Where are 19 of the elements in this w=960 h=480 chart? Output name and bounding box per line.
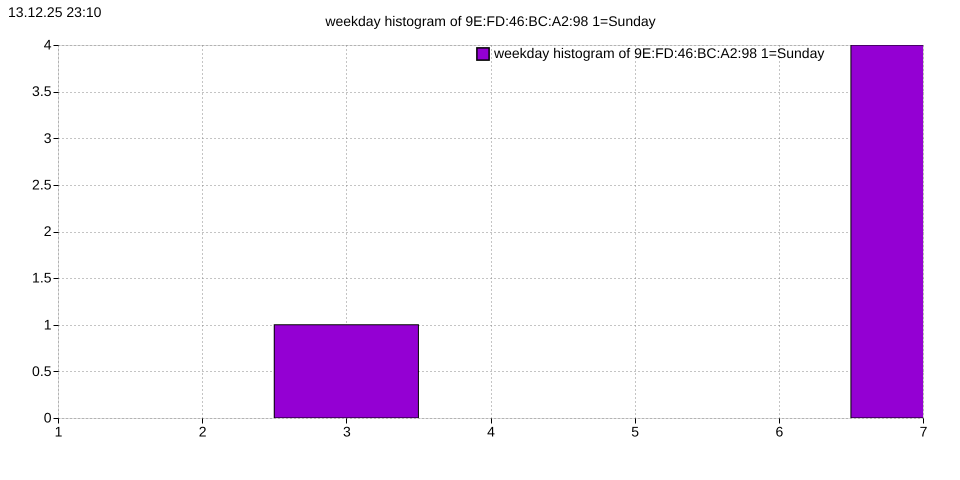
x-tick-label: 4 bbox=[487, 424, 496, 440]
chart-title: weekday histogram of 9E:FD:46:BC:A2:98 1=Sunday bbox=[324, 13, 656, 29]
y-tick-label: 2 bbox=[44, 223, 52, 239]
x-tick-label: 1 bbox=[54, 424, 63, 440]
x-tick-label: 2 bbox=[198, 424, 207, 440]
x-tick-label: 3 bbox=[342, 424, 351, 440]
y-tick-label: 1 bbox=[44, 316, 52, 332]
x-tick-label: 7 bbox=[920, 424, 928, 440]
y-tick-label: 4 bbox=[44, 36, 52, 52]
legend-label: weekday histogram of 9E:FD:46:BC:A2:98 1=Sunday bbox=[493, 45, 824, 61]
y-tick-label: 0 bbox=[44, 410, 52, 426]
y-tick-label: 0.5 bbox=[32, 362, 52, 379]
y-tick-label: 3.5 bbox=[32, 83, 52, 100]
y-tick-label: 1.5 bbox=[32, 270, 52, 286]
y-tick-label: 2.5 bbox=[32, 176, 52, 192]
x-tick-label: 6 bbox=[775, 424, 784, 440]
x-tick-label: 5 bbox=[631, 424, 640, 440]
text: 13.12.25 23:10 bbox=[8, 4, 102, 20]
y-tick-label: 3 bbox=[44, 130, 52, 146]
